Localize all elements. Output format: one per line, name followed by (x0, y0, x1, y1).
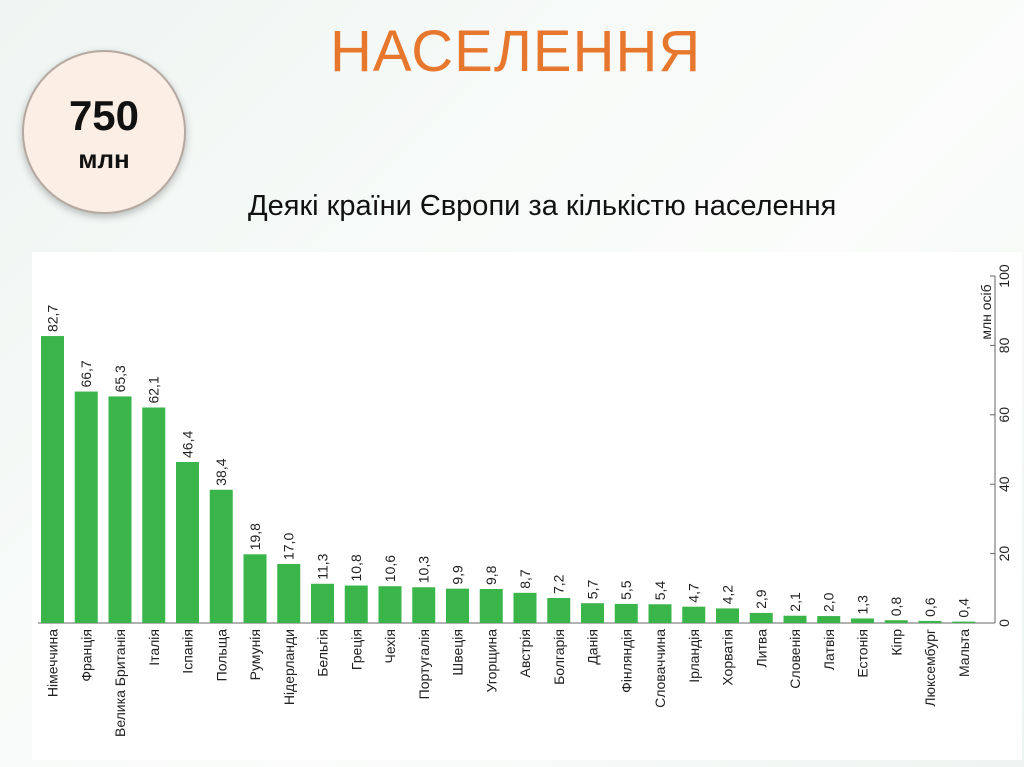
category-label-24: Латвія (821, 629, 837, 670)
category-label-14: Угорщина (483, 629, 499, 693)
bar-27 (918, 620, 942, 623)
bar-8 (277, 564, 301, 623)
category-label-25: Естонія (855, 629, 871, 678)
value-label-4: 62,1 (146, 376, 162, 403)
value-label-28: 0,4 (956, 598, 972, 618)
y-tick-label-20: 20 (996, 546, 1012, 562)
category-label-15: Австрія (517, 629, 533, 678)
value-label-18: 5,5 (618, 580, 634, 600)
category-label-13: Швеція (450, 629, 466, 676)
bar-11 (378, 586, 402, 623)
bar-21 (716, 608, 739, 623)
bar-10 (344, 585, 368, 623)
category-label-6: Польща (213, 629, 229, 682)
value-label-12: 10,3 (416, 556, 432, 583)
y-tick-label-60: 60 (996, 407, 1012, 423)
y-tick-label-80: 80 (996, 337, 1012, 353)
bar-17 (581, 603, 604, 623)
bar-7 (243, 554, 267, 623)
value-label-14: 9,8 (483, 565, 499, 585)
category-label-12: Португалія (416, 629, 432, 699)
category-label-7: Румунія (247, 629, 263, 680)
category-label-28: Мальта (956, 629, 972, 677)
bar-6 (209, 489, 233, 623)
category-label-21: Хорватія (720, 629, 736, 686)
value-label-24: 2,0 (821, 592, 837, 612)
population-badge: 750 млн (22, 50, 186, 214)
category-label-10: Греція (348, 629, 364, 670)
category-label-3: Велика Британія (112, 629, 128, 737)
value-label-11: 10,6 (382, 555, 398, 582)
value-label-25: 1,3 (855, 595, 871, 615)
bar-19 (648, 604, 672, 623)
value-label-16: 7,2 (551, 574, 567, 594)
value-label-27: 0,6 (922, 597, 938, 617)
bar-26 (884, 620, 908, 623)
bar-5 (176, 461, 199, 623)
bar-14 (479, 588, 503, 623)
value-label-13: 9,9 (450, 565, 466, 585)
bar-18 (614, 603, 638, 623)
category-label-4: Італія (146, 629, 162, 666)
category-label-11: Чехія (382, 629, 398, 664)
value-label-26: 0,8 (888, 597, 904, 617)
value-label-20: 4,7 (686, 583, 702, 603)
bar-20 (682, 606, 706, 623)
category-label-19: Словаччина (652, 629, 668, 708)
bar-22 (749, 612, 773, 623)
value-label-1: 82,7 (45, 305, 61, 332)
bar-13 (446, 588, 469, 623)
badge-unit: млн (78, 144, 130, 174)
bar-24 (817, 616, 841, 623)
category-label-23: Словенія (787, 629, 803, 689)
value-label-15: 8,7 (517, 569, 533, 589)
bar-15 (513, 592, 537, 623)
category-label-1: Німеччина (45, 629, 61, 697)
value-label-2: 66,7 (78, 360, 94, 387)
value-label-9: 11,3 (315, 553, 331, 579)
category-label-2: Франція (78, 629, 94, 682)
bar-1 (41, 336, 64, 623)
value-label-22: 2,9 (753, 589, 769, 609)
category-label-27: Люксембург (922, 629, 938, 707)
y-tick-label-40: 40 (996, 476, 1012, 492)
bar-28 (952, 621, 976, 623)
bar-9 (311, 583, 334, 623)
value-label-17: 5,7 (585, 580, 601, 600)
category-label-8: Нідерланди (281, 629, 297, 705)
bar-23 (783, 615, 807, 623)
y-axis-title: млн осіб (978, 284, 994, 339)
bar-2 (74, 391, 98, 623)
population-bar-chart: 82,7 Німеччина 66,7 Франція 65,3 Велика Брита… (38, 264, 1012, 737)
category-label-18: Фінляндія (618, 629, 634, 693)
bar-12 (412, 587, 436, 623)
category-label-26: Кіпр (888, 629, 904, 656)
value-label-10: 10,8 (348, 554, 364, 581)
category-label-16: Болгарія (551, 629, 567, 685)
category-label-17: Данія (585, 629, 601, 665)
category-label-22: Литва (753, 629, 769, 668)
value-label-5: 46,4 (180, 431, 196, 458)
value-label-7: 19,8 (247, 523, 263, 550)
bar-3 (108, 396, 132, 623)
bar-25 (851, 618, 874, 623)
value-label-19: 5,4 (652, 581, 668, 601)
value-label-6: 38,4 (213, 458, 229, 485)
y-tick-label-0: 0 (996, 619, 1012, 627)
category-label-9: Бельгія (315, 629, 331, 677)
category-label-5: Іспанія (180, 629, 196, 674)
value-label-8: 17,0 (281, 533, 297, 560)
chart-subtitle: Деякі країни Європи за кількістю населен… (248, 190, 837, 222)
bar-16 (547, 598, 571, 623)
badge-value: 750 (68, 92, 140, 139)
y-tick-label-100: 100 (996, 264, 1012, 288)
value-label-21: 4,2 (720, 585, 736, 605)
value-label-23: 2,1 (787, 592, 803, 612)
category-label-20: Ірландія (686, 629, 702, 683)
chart-panel: 82,7 Німеччина 66,7 Франція 65,3 Велика Брита… (32, 252, 1022, 760)
slide-title: НАСЕЛЕННЯ (330, 19, 702, 84)
value-label-3: 65,3 (112, 365, 128, 392)
bar-4 (142, 407, 166, 623)
